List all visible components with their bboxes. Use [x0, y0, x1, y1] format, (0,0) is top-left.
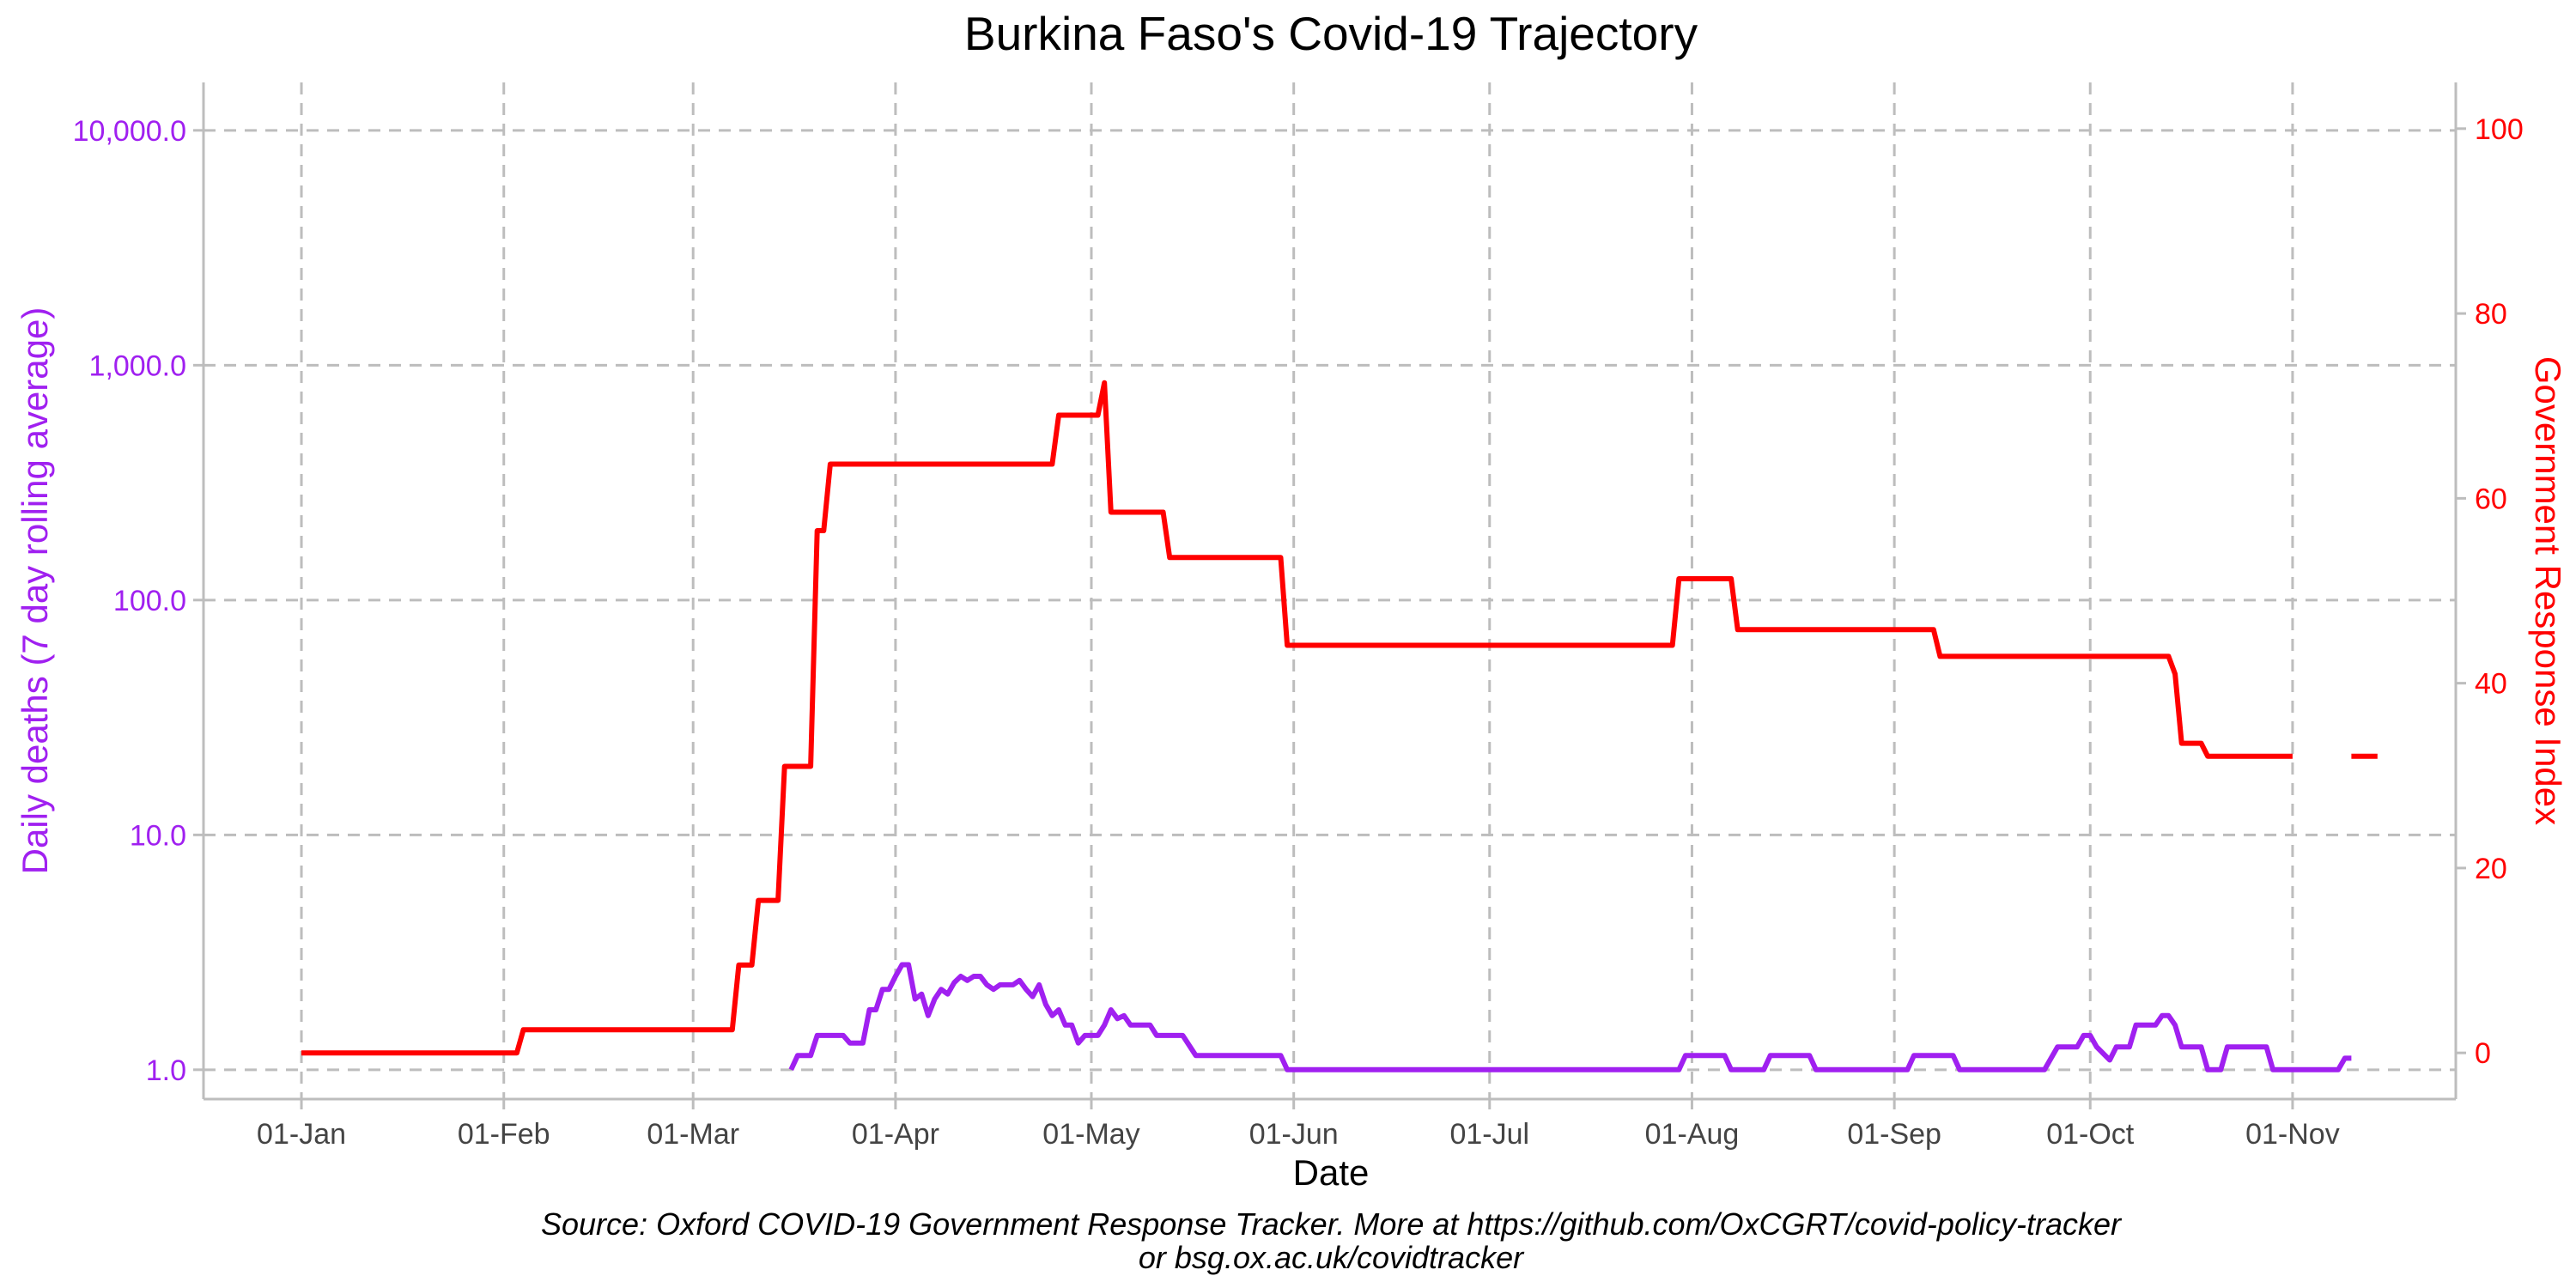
x-tick-label: 01-Jul	[1449, 1118, 1529, 1151]
x-tick-label: 01-Sep	[1847, 1118, 1941, 1151]
right-tick-label: 80	[2475, 298, 2507, 331]
grid-layer	[204, 82, 2456, 1099]
right-tick-label: 0	[2475, 1037, 2491, 1070]
right-tick-label: 20	[2475, 853, 2507, 885]
axis-frame	[202, 82, 2458, 1101]
left-tick-label: 1.0	[146, 1054, 186, 1087]
y-axis-left-title: Daily deaths (7 day rolling average)	[15, 307, 55, 875]
left-axis-ticks: 1.0 10.0 100.0 1,000.0 10,000.0	[73, 115, 204, 1087]
left-tick-label: 10,000.0	[73, 115, 186, 148]
x-tick-label: 01-Jun	[1249, 1118, 1339, 1151]
x-tick-label: 01-Oct	[2046, 1118, 2135, 1151]
x-axis-ticks: 01-Jan 01-Feb 01-Mar 01-Apr 01-May 01-Jun 01-J…	[257, 1099, 2340, 1151]
right-axis-ticks: 0 20 40 60 80 100	[2456, 113, 2524, 1070]
x-tick-label: 01-Mar	[647, 1118, 739, 1151]
right-tick-label: 40	[2475, 668, 2507, 701]
left-tick-label: 100.0	[113, 585, 186, 617]
response-index-line-segment-1	[301, 380, 2293, 1056]
x-tick-label: 01-Aug	[1645, 1118, 1740, 1151]
x-tick-label: 01-Nov	[2245, 1118, 2340, 1151]
x-tick-label: 01-Apr	[852, 1118, 939, 1151]
x-tick-label: 01-May	[1042, 1118, 1139, 1151]
series-layer	[301, 380, 2378, 1072]
source-caption-line-1: Source: Oxford COVID-19 Government Respo…	[541, 1206, 2123, 1242]
x-tick-label: 01-Jan	[257, 1118, 346, 1151]
right-tick-label: 60	[2475, 483, 2507, 515]
chart-title: Burkina Faso's Covid-19 Trajectory	[964, 7, 1698, 60]
left-tick-label: 1,000.0	[89, 349, 186, 382]
y-axis-right-title: Government Response Index	[2528, 356, 2568, 825]
source-caption-line-2: or bsg.ox.ac.uk/covidtracker	[1139, 1240, 1525, 1275]
right-tick-label: 100	[2475, 113, 2524, 146]
x-tick-label: 01-Feb	[458, 1118, 550, 1151]
x-axis-title: Date	[1293, 1152, 1370, 1193]
left-tick-label: 10.0	[130, 819, 186, 852]
deaths-line-segment-1	[788, 962, 2352, 1072]
